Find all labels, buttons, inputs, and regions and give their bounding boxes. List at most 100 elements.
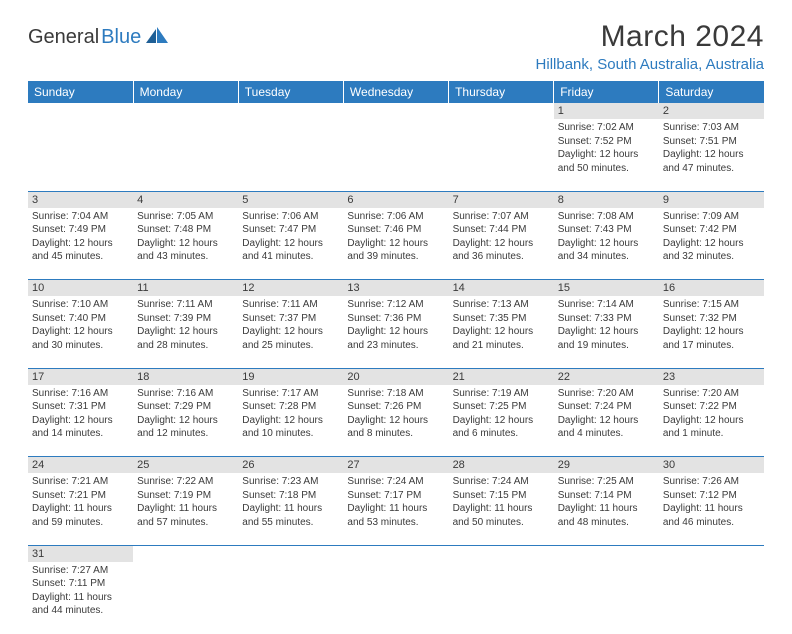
- day-ss: Sunset: 7:17 PM: [347, 489, 444, 503]
- day-d1: Daylight: 12 hours: [558, 414, 655, 428]
- day-ss: Sunset: 7:46 PM: [347, 223, 444, 237]
- day-info-cell: Sunrise: 7:06 AMSunset: 7:46 PMDaylight:…: [343, 208, 448, 280]
- day-d2: and 32 minutes.: [663, 250, 760, 264]
- day-info-cell: [449, 119, 554, 191]
- day-d2: and 30 minutes.: [32, 339, 129, 353]
- day-sr: Sunrise: 7:09 AM: [663, 210, 760, 224]
- day-d1: Daylight: 12 hours: [32, 414, 129, 428]
- day-d2: and 59 minutes.: [32, 516, 129, 530]
- day-sr: Sunrise: 7:27 AM: [32, 564, 129, 578]
- day-d1: Daylight: 12 hours: [137, 325, 234, 339]
- day-d2: and 47 minutes.: [663, 162, 760, 176]
- day-d1: Daylight: 12 hours: [453, 325, 550, 339]
- day-ss: Sunset: 7:21 PM: [32, 489, 129, 503]
- day-d1: Daylight: 11 hours: [558, 502, 655, 516]
- day-d2: and 1 minute.: [663, 427, 760, 441]
- day-sr: Sunrise: 7:18 AM: [347, 387, 444, 401]
- daynum-row: 10111213141516: [28, 280, 764, 297]
- day-ss: Sunset: 7:15 PM: [453, 489, 550, 503]
- day-d2: and 25 minutes.: [242, 339, 339, 353]
- day-info-cell: [343, 562, 448, 634]
- day-ss: Sunset: 7:33 PM: [558, 312, 655, 326]
- day-d1: Daylight: 12 hours: [347, 237, 444, 251]
- day-info-cell: Sunrise: 7:04 AMSunset: 7:49 PMDaylight:…: [28, 208, 133, 280]
- day-info-cell: Sunrise: 7:06 AMSunset: 7:47 PMDaylight:…: [238, 208, 343, 280]
- day-sr: Sunrise: 7:03 AM: [663, 121, 760, 135]
- day-ss: Sunset: 7:39 PM: [137, 312, 234, 326]
- day-d2: and 36 minutes.: [453, 250, 550, 264]
- day-d1: Daylight: 12 hours: [453, 414, 550, 428]
- day-d2: and 19 minutes.: [558, 339, 655, 353]
- header: General Blue March 2024 Hillbank, South …: [28, 20, 764, 73]
- day-info-cell: Sunrise: 7:16 AMSunset: 7:29 PMDaylight:…: [133, 385, 238, 457]
- day-info-cell: Sunrise: 7:15 AMSunset: 7:32 PMDaylight:…: [659, 296, 764, 368]
- day-info-cell: Sunrise: 7:17 AMSunset: 7:28 PMDaylight:…: [238, 385, 343, 457]
- day-info-cell: [133, 562, 238, 634]
- day-ss: Sunset: 7:26 PM: [347, 400, 444, 414]
- day-d1: Daylight: 12 hours: [242, 237, 339, 251]
- day-d2: and 39 minutes.: [347, 250, 444, 264]
- daynum-row: 17181920212223: [28, 368, 764, 385]
- day-number-cell: [343, 103, 448, 119]
- day-info-cell: Sunrise: 7:07 AMSunset: 7:44 PMDaylight:…: [449, 208, 554, 280]
- page-title: March 2024: [536, 20, 764, 54]
- day-number-cell: 21: [449, 368, 554, 385]
- day-number-cell: 18: [133, 368, 238, 385]
- day-d1: Daylight: 12 hours: [242, 325, 339, 339]
- day-info-cell: [133, 119, 238, 191]
- day-number-cell: 11: [133, 280, 238, 297]
- day-info-cell: Sunrise: 7:03 AMSunset: 7:51 PMDaylight:…: [659, 119, 764, 191]
- day-info-cell: Sunrise: 7:08 AMSunset: 7:43 PMDaylight:…: [554, 208, 659, 280]
- day-d1: Daylight: 12 hours: [558, 325, 655, 339]
- day-sr: Sunrise: 7:22 AM: [137, 475, 234, 489]
- day-info-row: Sunrise: 7:04 AMSunset: 7:49 PMDaylight:…: [28, 208, 764, 280]
- day-number-cell: 29: [554, 457, 659, 474]
- day-d1: Daylight: 12 hours: [32, 325, 129, 339]
- day-d1: Daylight: 12 hours: [347, 414, 444, 428]
- day-ss: Sunset: 7:43 PM: [558, 223, 655, 237]
- day-number-cell: [238, 103, 343, 119]
- day-number-cell: 8: [554, 191, 659, 208]
- day-ss: Sunset: 7:36 PM: [347, 312, 444, 326]
- day-number-cell: [28, 103, 133, 119]
- day-d2: and 53 minutes.: [347, 516, 444, 530]
- day-ss: Sunset: 7:40 PM: [32, 312, 129, 326]
- day-number-cell: 19: [238, 368, 343, 385]
- daynum-row: 24252627282930: [28, 457, 764, 474]
- day-sr: Sunrise: 7:17 AM: [242, 387, 339, 401]
- day-number-cell: 5: [238, 191, 343, 208]
- logo-text-2: Blue: [101, 26, 141, 49]
- day-sr: Sunrise: 7:24 AM: [347, 475, 444, 489]
- day-info-cell: Sunrise: 7:22 AMSunset: 7:19 PMDaylight:…: [133, 473, 238, 545]
- day-info-cell: Sunrise: 7:09 AMSunset: 7:42 PMDaylight:…: [659, 208, 764, 280]
- day-d2: and 50 minutes.: [453, 516, 550, 530]
- day-info-cell: Sunrise: 7:10 AMSunset: 7:40 PMDaylight:…: [28, 296, 133, 368]
- daynum-row: 12: [28, 103, 764, 119]
- day-sr: Sunrise: 7:21 AM: [32, 475, 129, 489]
- day-ss: Sunset: 7:12 PM: [663, 489, 760, 503]
- day-d2: and 45 minutes.: [32, 250, 129, 264]
- day-d2: and 8 minutes.: [347, 427, 444, 441]
- day-d2: and 50 minutes.: [558, 162, 655, 176]
- day-info-cell: Sunrise: 7:14 AMSunset: 7:33 PMDaylight:…: [554, 296, 659, 368]
- day-sr: Sunrise: 7:05 AM: [137, 210, 234, 224]
- day-info-row: Sunrise: 7:10 AMSunset: 7:40 PMDaylight:…: [28, 296, 764, 368]
- day-sr: Sunrise: 7:02 AM: [558, 121, 655, 135]
- day-d2: and 57 minutes.: [137, 516, 234, 530]
- day-sr: Sunrise: 7:06 AM: [242, 210, 339, 224]
- day-info-cell: Sunrise: 7:02 AMSunset: 7:52 PMDaylight:…: [554, 119, 659, 191]
- day-info-cell: [28, 119, 133, 191]
- day-d2: and 46 minutes.: [663, 516, 760, 530]
- col-wednesday: Wednesday: [343, 81, 448, 103]
- day-d2: and 44 minutes.: [32, 604, 129, 618]
- day-d1: Daylight: 11 hours: [663, 502, 760, 516]
- day-sr: Sunrise: 7:16 AM: [32, 387, 129, 401]
- day-info-cell: [659, 562, 764, 634]
- col-sunday: Sunday: [28, 81, 133, 103]
- col-saturday: Saturday: [659, 81, 764, 103]
- day-sr: Sunrise: 7:11 AM: [242, 298, 339, 312]
- day-d1: Daylight: 11 hours: [242, 502, 339, 516]
- day-number-cell: 23: [659, 368, 764, 385]
- day-info-cell: Sunrise: 7:20 AMSunset: 7:24 PMDaylight:…: [554, 385, 659, 457]
- day-ss: Sunset: 7:49 PM: [32, 223, 129, 237]
